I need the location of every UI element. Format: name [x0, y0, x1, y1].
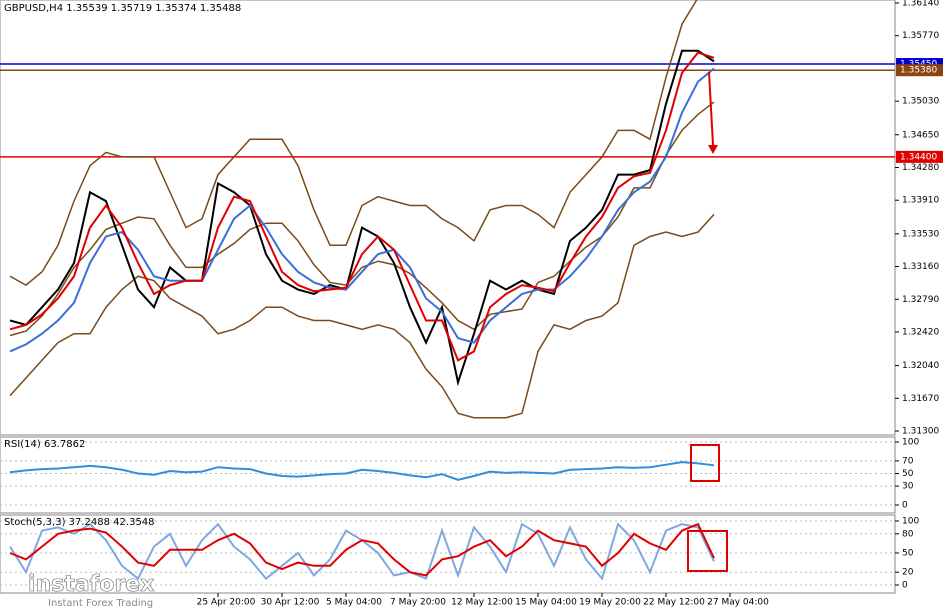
y-tick-label: 100	[902, 438, 919, 448]
y-tick-label: 50	[902, 469, 914, 479]
y-tick-label: 1.31670	[902, 394, 939, 404]
y-tick-label: 70	[902, 456, 914, 466]
y-tick-label: 0	[902, 581, 908, 591]
y-tick-label: 100	[902, 517, 919, 527]
arrow-shaft	[708, 71, 714, 146]
y-tick-label: 1.36140	[902, 0, 939, 9]
series-line	[9, 461, 715, 481]
main-panel	[0, 0, 896, 436]
x-tick-label: 22 May 12:00	[643, 598, 705, 608]
y-tick-label: 50	[902, 549, 914, 559]
chart-title: GBPUSD,H4 1.35539 1.35719 1.35374 1.3548…	[4, 3, 241, 14]
y-tick-label: 0	[902, 501, 908, 511]
series-line	[9, 213, 715, 419]
y-tick-label: 30	[902, 482, 914, 492]
series-line	[9, 101, 715, 337]
watermark-tagline: Instant Forex Trading	[48, 598, 153, 609]
x-tick-label: 15 May 04:00	[515, 598, 577, 608]
series-line	[9, 49, 715, 387]
stoch-title: Stoch(5,3,3) 37.2488 42.3548	[4, 517, 155, 528]
series-line	[9, 0, 698, 287]
stoch-panel	[0, 514, 896, 594]
y-tick-label: 1.33910	[902, 196, 939, 206]
y-tick-label: 1.32420	[902, 327, 939, 337]
rsi-title: RSI(14) 63.7862	[4, 439, 85, 450]
x-tick-label: 7 May 20:00	[390, 598, 446, 608]
y-tick-label: 1.32040	[902, 361, 939, 371]
y-tick-label: 1.32790	[902, 295, 939, 305]
x-tick-label: 12 May 12:00	[451, 598, 513, 608]
series-line	[9, 522, 715, 577]
series-line	[9, 522, 715, 581]
highlight-box	[690, 444, 720, 482]
level-tag	[896, 150, 943, 163]
x-tick-label: 27 May 04:00	[707, 598, 769, 608]
y-tick-label: 1.34280	[902, 163, 939, 173]
level-tag	[896, 64, 943, 77]
rsi-panel	[0, 436, 896, 514]
x-tick-label: 5 May 04:00	[326, 598, 382, 608]
highlight-box	[687, 530, 728, 572]
x-tick-label: 30 Apr 12:00	[261, 598, 320, 608]
y-tick-label: 1.33530	[902, 229, 939, 239]
y-tick-label: 1.33160	[902, 262, 939, 272]
y-tick-label: 1.34650	[902, 130, 939, 140]
watermark-brand: instaforex	[28, 572, 154, 597]
series-line	[9, 67, 715, 353]
y-tick-label: 1.35770	[902, 31, 939, 41]
series-line	[9, 51, 715, 362]
y-tick-label: 1.35030	[902, 97, 939, 107]
y-tick-label: 80	[902, 529, 914, 539]
y-tick-label: 1.31300	[902, 427, 939, 437]
arrow-head	[708, 145, 718, 154]
level-label: 1.34400	[900, 152, 937, 162]
x-tick-label: 25 Apr 20:00	[197, 598, 256, 608]
y-tick-label: 20	[902, 568, 914, 578]
level-label: 1.35380	[900, 66, 937, 76]
x-tick-label: 19 May 20:00	[579, 598, 641, 608]
